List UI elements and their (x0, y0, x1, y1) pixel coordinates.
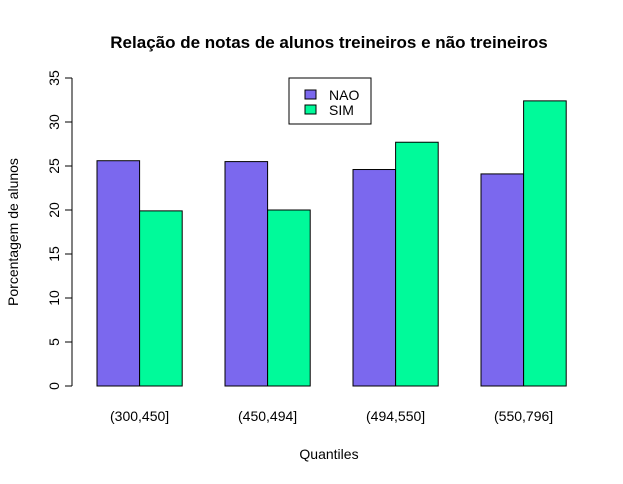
y-tick-label: 0 (46, 382, 62, 390)
y-axis: 0 5 10 15 20 25 30 35 (46, 70, 73, 390)
legend-label-sim: SIM (329, 102, 354, 118)
x-axis-label: Quantiles (299, 446, 358, 462)
legend-box (288, 77, 372, 125)
bar-nao-1 (96, 160, 141, 387)
bar-sim-1 (139, 210, 183, 387)
y-axis-label: Porcentagem de alunos (5, 158, 21, 306)
bar-sim-4 (523, 100, 567, 387)
chart-title: Relação de notas de alunos treineiros e … (110, 33, 547, 52)
bar-nao-4 (480, 173, 525, 387)
x-tick-label: (494,550] (366, 408, 425, 424)
x-tick-label: (550,796] (494, 408, 553, 424)
bar-sim-3 (395, 141, 439, 387)
x-tick-labels: (300,450] (450,494] (494,550] (550,796] (110, 408, 553, 424)
y-tick-label: 25 (46, 158, 62, 174)
legend-swatch-nao (304, 89, 317, 100)
x-tick-label: (300,450] (110, 408, 169, 424)
y-tick-label: 30 (46, 114, 62, 130)
bar-sim-2 (267, 209, 311, 387)
bars-group (96, 100, 567, 387)
bar-nao-3 (352, 169, 397, 387)
legend-label-nao: NAO (329, 87, 359, 103)
legend-swatch-sim (304, 104, 317, 115)
y-tick-label: 20 (46, 202, 62, 218)
x-tick-label: (450,494] (238, 408, 297, 424)
y-tick-label: 15 (46, 246, 62, 262)
bar-nao-2 (224, 161, 269, 387)
y-tick-label: 35 (46, 70, 62, 86)
y-tick-label: 5 (46, 338, 62, 346)
y-tick-label: 10 (46, 290, 62, 306)
